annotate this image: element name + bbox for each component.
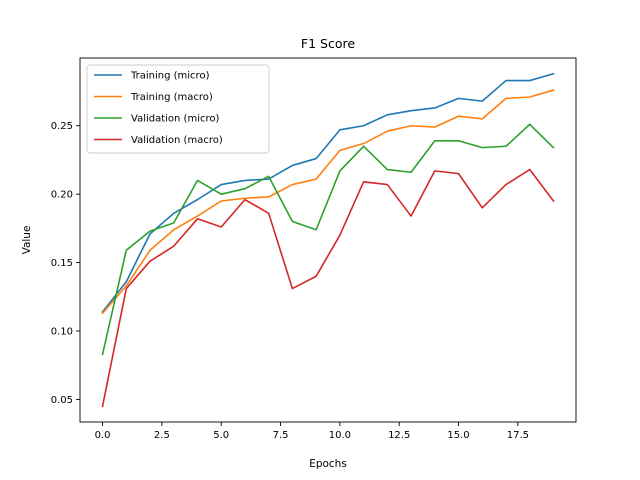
y-tick-label: 0.15 [51,258,73,269]
series-line-0 [101,72,555,313]
x-axis: 0.0 2.5 5.0 7.5 10.0 12.5 15.0 17.5 [95,422,529,441]
chart-title: F1 Score [301,36,355,51]
x-tick-label: 12.5 [388,430,410,441]
y-tick-label: 0.25 [51,121,73,132]
x-tick-label: 5.0 [213,430,229,441]
series-line-1 [101,89,555,315]
y-axis: 0.05 0.10 0.15 0.20 0.25 [51,121,80,406]
legend-label: Training (macro) [130,92,213,103]
legend-label: Training (micro) [130,71,210,82]
y-tick-label: 0.10 [51,327,73,338]
legend-box [86,64,270,154]
y-tick-label: 0.20 [51,190,73,201]
plot-frame [79,57,577,423]
legend: Training (micro) Training (macro) Validati… [86,64,270,154]
x-tick-label: 17.5 [507,430,529,441]
x-tick-label: 7.5 [273,430,289,441]
x-tick-label: 0.0 [95,430,111,441]
legend-label: Validation (micro) [131,114,219,125]
x-tick-label: 10.0 [329,430,351,441]
x-tick-label: 2.5 [154,430,170,441]
x-axis-label: Epochs [309,458,347,470]
y-tick-label: 0.05 [51,395,73,406]
y-axis-label: Value [21,226,33,255]
plot-lines [101,72,555,408]
legend-label: Validation (macro) [131,135,223,146]
series-line-2 [101,123,555,356]
x-tick-label: 15.0 [447,430,469,441]
series-line-3 [101,168,555,408]
